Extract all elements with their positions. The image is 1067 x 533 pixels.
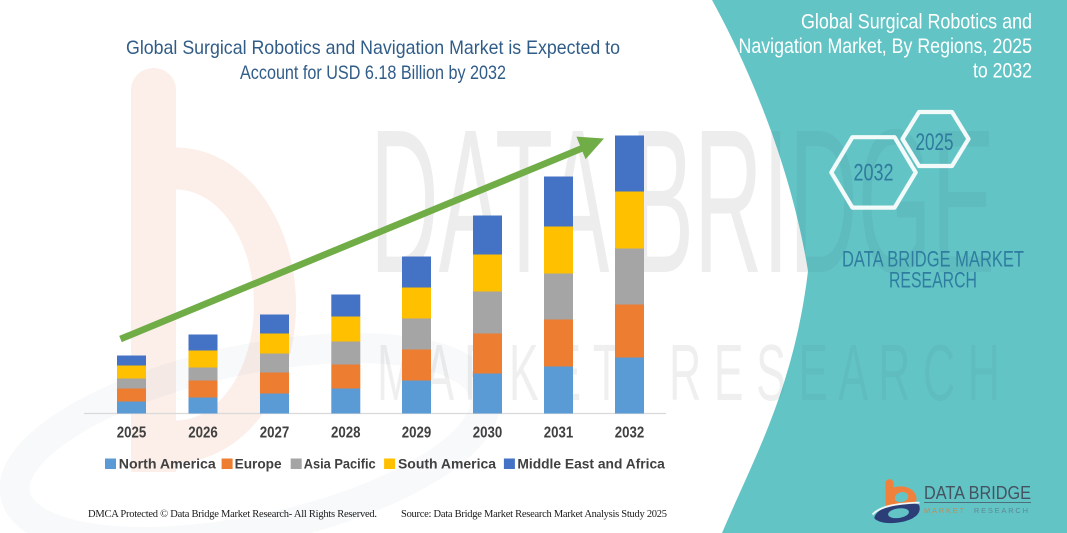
svg-text:2031: 2031	[544, 425, 574, 442]
svg-text:DATA BRIDGE MARKET: DATA BRIDGE MARKET	[842, 247, 1024, 272]
svg-text:to 2032: to 2032	[973, 60, 1032, 83]
svg-text:Global Surgical Robotics and: Global Surgical Robotics and	[801, 11, 1032, 34]
svg-text:DMCA Protected © Data Bridge M: DMCA Protected © Data Bridge Market Rese…	[88, 509, 377, 520]
svg-text:2025: 2025	[916, 129, 954, 156]
svg-text:North America: North America	[119, 456, 216, 472]
svg-text:Global Surgical Robotics and N: Global Surgical Robotics and Navigation …	[126, 37, 620, 59]
svg-text:2027: 2027	[260, 425, 290, 442]
svg-text:Middle East and Africa: Middle East and Africa	[517, 456, 665, 472]
svg-text:Europe: Europe	[235, 456, 282, 472]
svg-text:2032: 2032	[615, 425, 645, 442]
svg-text:Source: Data Bridge Market Res: Source: Data Bridge Market Research Mark…	[401, 509, 667, 520]
svg-text:Asia Pacific: Asia Pacific	[304, 456, 376, 472]
svg-text:2032: 2032	[854, 160, 894, 187]
svg-text:2025: 2025	[117, 425, 147, 442]
svg-text:2029: 2029	[402, 425, 432, 442]
svg-text:Account for USD 6.18 Billion b: Account for USD 6.18 Billion by 2032	[240, 62, 506, 84]
svg-text:DATA BRIDGE: DATA BRIDGE	[924, 482, 1031, 503]
svg-text:2028: 2028	[331, 425, 361, 442]
svg-text:Navigation Market, By Regions,: Navigation Market, By Regions, 2025	[739, 35, 1033, 58]
svg-text:South America: South America	[398, 456, 496, 472]
svg-text:RESEARCH: RESEARCH	[889, 268, 977, 293]
svg-text:2026: 2026	[188, 425, 218, 442]
svg-text:2030: 2030	[473, 425, 503, 442]
